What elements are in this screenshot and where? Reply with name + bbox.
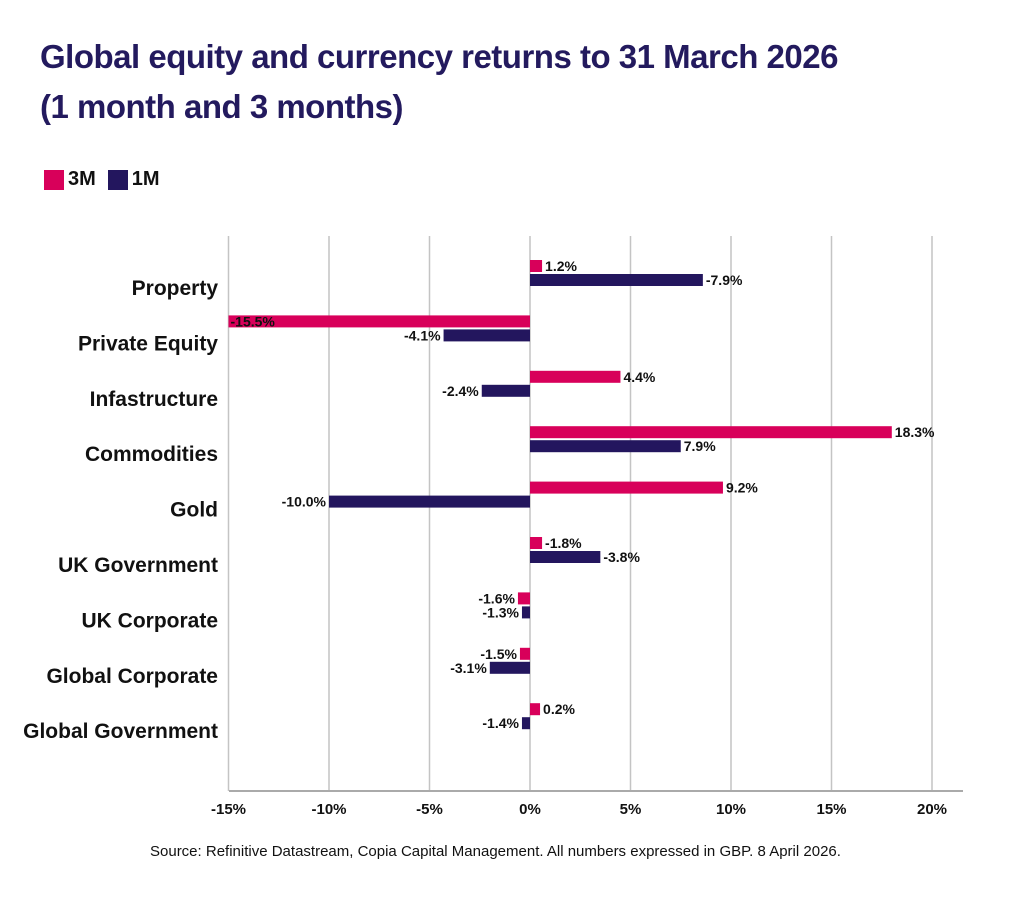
data-label-1m: -1.4% bbox=[482, 715, 519, 731]
legend-swatch-1m bbox=[107, 169, 128, 190]
bar-1m bbox=[530, 551, 601, 563]
x-tick-label: -10% bbox=[311, 801, 346, 818]
legend-label-1m: 1M bbox=[131, 168, 160, 190]
legend-swatch-3m bbox=[44, 169, 64, 190]
data-label-1m: -1.3% bbox=[482, 604, 519, 620]
legend-item-1m: 1M bbox=[107, 168, 160, 191]
data-label-1m: -3.1% bbox=[450, 660, 487, 676]
bar-1m bbox=[443, 329, 530, 342]
x-tick-label: 10% bbox=[716, 801, 746, 818]
bar-3m bbox=[517, 592, 530, 605]
data-label-1m: -4.1% bbox=[404, 327, 441, 343]
category-label: Global Government bbox=[23, 720, 218, 743]
data-label-3m: -1.6% bbox=[478, 590, 515, 606]
bar-3m bbox=[530, 370, 621, 383]
data-label-3m: -15.5% bbox=[231, 313, 276, 329]
bar-3m bbox=[530, 703, 541, 716]
x-tick-label: 15% bbox=[816, 801, 846, 818]
data-label-3m: 4.4% bbox=[623, 369, 655, 385]
bar-3m bbox=[530, 426, 892, 439]
bars bbox=[228, 260, 892, 730]
bar-3m bbox=[530, 537, 543, 549]
bar-1m bbox=[481, 384, 530, 397]
data-label-3m: 1.2% bbox=[545, 258, 577, 274]
chart-title-line-1: Global equity and currency returns to 31… bbox=[40, 38, 838, 75]
category-label: Infastructure bbox=[90, 388, 218, 411]
data-label-1m: -10.0% bbox=[282, 494, 327, 510]
legend: 3M 1M bbox=[44, 168, 172, 191]
x-axis: -15% -10% -5% 0% 5% 10% 15% 20% bbox=[211, 790, 963, 818]
category-labels: Property Private Equity Infastructure Commo… bbox=[23, 277, 218, 743]
chart-title: Global equity and currency returns to 31… bbox=[40, 32, 1000, 132]
bar-1m bbox=[521, 717, 530, 730]
gridlines bbox=[227, 236, 933, 791]
x-tick-label: 0% bbox=[519, 801, 541, 818]
data-label-3m: 18.3% bbox=[895, 424, 935, 440]
data-labels: 1.2% -7.9% -15.5% -4.1% 4.4% -2.4% 18.3% 7.9% 9.… bbox=[231, 258, 936, 731]
category-label: Property bbox=[132, 277, 219, 300]
source-note: Source: Refinitive Datastream, Copia Cap… bbox=[150, 843, 841, 860]
bar-1m bbox=[329, 495, 530, 508]
bar-3m bbox=[228, 315, 530, 328]
category-label: UK Corporate bbox=[81, 609, 218, 632]
x-tick-label: 20% bbox=[917, 801, 947, 818]
data-label-1m: 7.9% bbox=[684, 438, 716, 454]
bar-3m bbox=[519, 647, 530, 660]
data-label-1m: -3.8% bbox=[603, 549, 640, 565]
category-label: Global Corporate bbox=[46, 665, 218, 688]
bar-1m bbox=[530, 440, 681, 453]
chart-title-line-2: (1 month and 3 months) bbox=[40, 88, 404, 125]
x-tick-label: 5% bbox=[620, 801, 642, 818]
data-label-1m: -2.4% bbox=[442, 383, 479, 399]
x-tick-label: -15% bbox=[211, 801, 246, 818]
x-tick-label: -5% bbox=[416, 801, 443, 818]
category-label: Private Equity bbox=[78, 332, 218, 355]
data-label-1m: -7.9% bbox=[706, 272, 743, 288]
bar-1m bbox=[489, 661, 530, 674]
category-label: UK Government bbox=[58, 554, 218, 577]
data-label-3m: 0.2% bbox=[543, 701, 575, 717]
data-label-3m: -1.5% bbox=[480, 646, 517, 662]
bar-1m bbox=[521, 606, 530, 619]
data-label-3m: -1.8% bbox=[545, 535, 582, 551]
bar-3m bbox=[530, 481, 723, 494]
bar-1m bbox=[530, 274, 703, 286]
legend-label-3m: 3M bbox=[68, 168, 96, 190]
bar-3m bbox=[530, 260, 543, 272]
category-label: Gold bbox=[170, 499, 218, 522]
data-label-3m: 9.2% bbox=[726, 480, 758, 496]
legend-item-3m: 3M bbox=[44, 168, 96, 191]
category-label: Commodities bbox=[85, 443, 218, 466]
